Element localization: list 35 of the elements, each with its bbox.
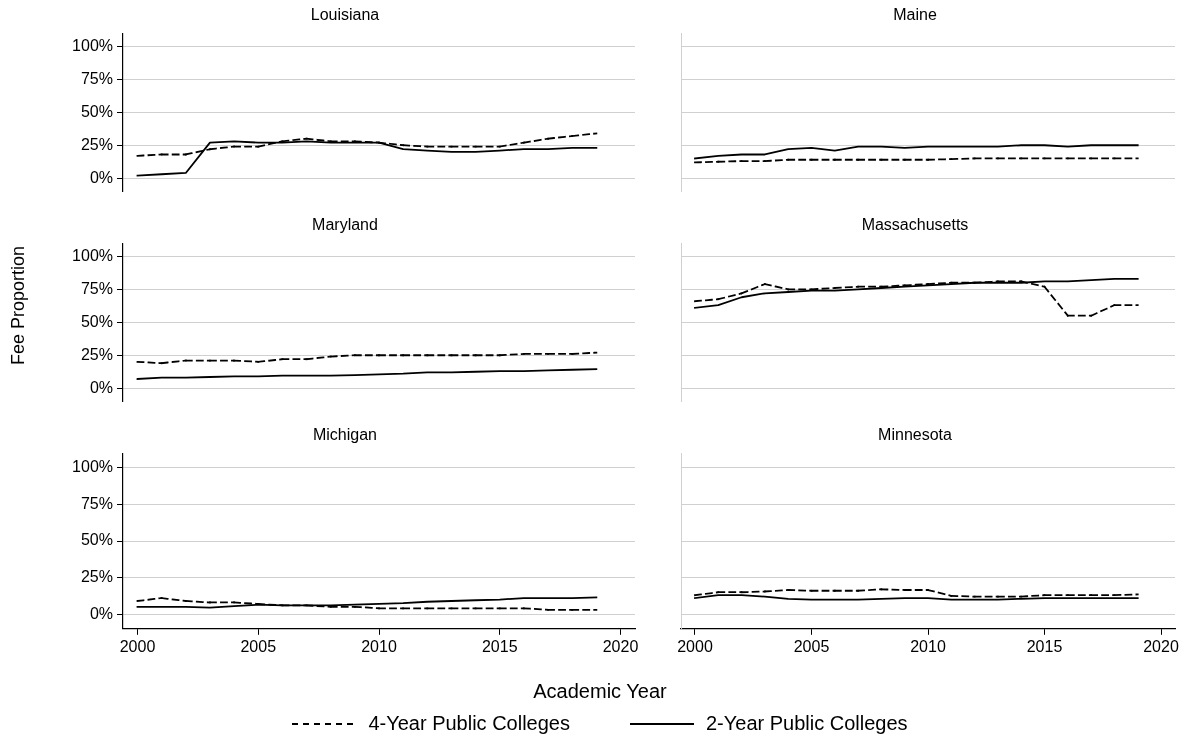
x-tick-label: 2020: [1143, 637, 1179, 655]
y-tick-label: 75%: [80, 69, 113, 87]
chart-title: Massachusetts: [861, 216, 969, 234]
y-tick-label: 50%: [80, 312, 113, 330]
chart-title: Michigan: [312, 426, 378, 444]
x-tick-label: 2000: [677, 637, 713, 655]
y-tick-label: 0%: [89, 604, 113, 622]
x-tick-label: 2015: [481, 637, 518, 655]
x-tick-label: 2020: [602, 637, 639, 655]
y-axis-title: Fee Proportion: [7, 244, 29, 368]
y-tick-label: 25%: [80, 135, 113, 153]
y-tick-label: 25%: [80, 345, 113, 363]
x-tick-label: 2000: [119, 637, 156, 655]
y-tick-label: 100%: [72, 246, 113, 264]
legend-label: 4-Year Public Colleges: [368, 712, 570, 735]
y-tick-label: 0%: [89, 378, 113, 396]
chart-title: Minnesota: [878, 426, 953, 444]
chart-title: Maryland: [312, 216, 378, 234]
y-tick-label: 0%: [89, 168, 113, 186]
legend-label: 2-Year Public Colleges: [706, 712, 908, 735]
y-tick-label: 25%: [80, 567, 113, 585]
y-tick-label: 100%: [72, 36, 113, 54]
x-tick-label: 2010: [910, 637, 946, 655]
y-tick-label: 75%: [80, 279, 113, 297]
y-tick-label: 50%: [80, 102, 113, 120]
y-tick-label: 50%: [80, 531, 113, 549]
y-tick-label: 100%: [72, 458, 113, 476]
x-axis-title: Academic Year: [532, 680, 668, 703]
y-tick-label: 75%: [80, 494, 113, 512]
chart-title: Louisiana: [310, 6, 380, 24]
x-tick-label: 2010: [361, 637, 397, 655]
chart-title: Maine: [893, 6, 937, 24]
x-tick-label: 2015: [1026, 637, 1063, 655]
x-tick-label: 2005: [240, 637, 277, 655]
x-tick-label: 2005: [793, 637, 830, 655]
